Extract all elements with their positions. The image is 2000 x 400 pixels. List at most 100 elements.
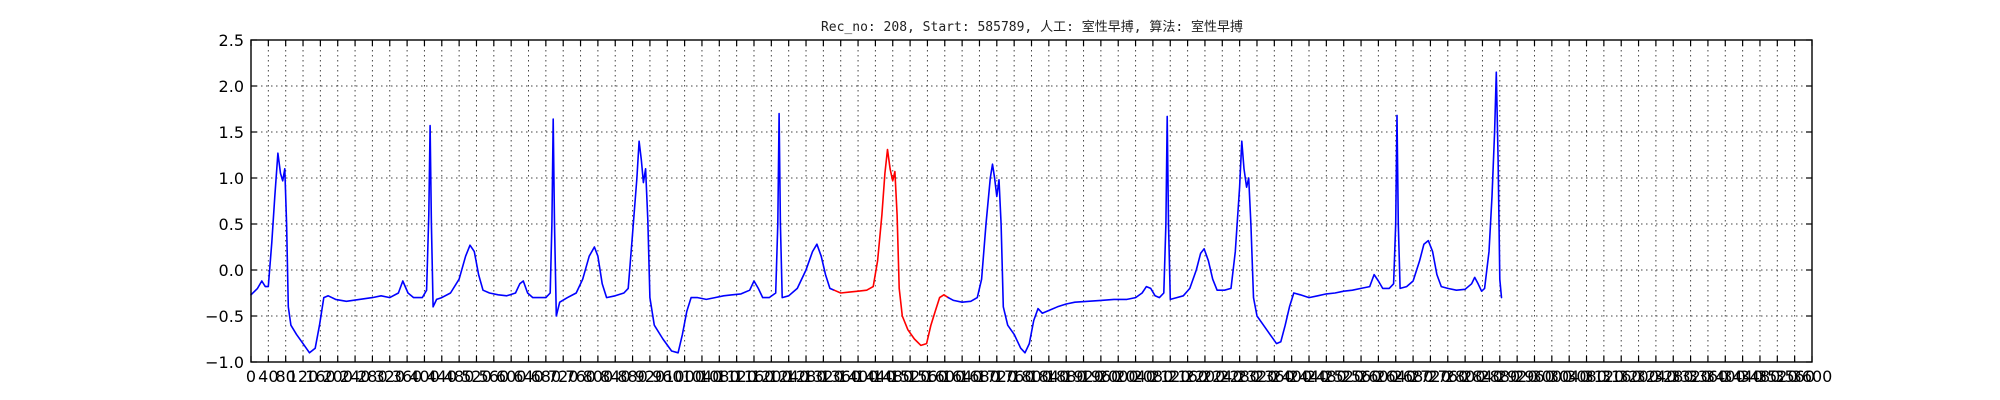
x-tick-label: 3160 (1601, 367, 1642, 386)
x-tick-label: 1760 (994, 367, 1035, 386)
x-tick-label: 680 (531, 367, 562, 386)
x-tick-label: 3600 (1792, 367, 1833, 386)
x-tick-label: 1320 (803, 367, 844, 386)
x-tick-label: 240 (340, 367, 371, 386)
x-tick-label: 2720 (1410, 367, 1451, 386)
x-tick-label: 1280 (786, 367, 827, 386)
x-tick-label: 280 (357, 367, 388, 386)
x-tick-label: 2400 (1271, 367, 1312, 386)
x-tick-label: 2120 (1150, 367, 1191, 386)
x-tick-label: 80 (276, 367, 296, 386)
grid-lines (251, 40, 1812, 362)
x-tick-label: 3000 (1531, 367, 1572, 386)
x-tick-label: 2440 (1289, 367, 1330, 386)
x-tick-label: 1200 (751, 367, 792, 386)
x-tick-label: 480 (444, 367, 475, 386)
x-tick-label: 1520 (890, 367, 931, 386)
x-tick-label: 3440 (1722, 367, 1763, 386)
x-tick-label: 120 (288, 367, 319, 386)
x-tick-label: 2240 (1202, 367, 1243, 386)
x-tick-label: 40 (258, 367, 278, 386)
x-tick-label: 2360 (1254, 367, 1295, 386)
x-tick-label: 2840 (1462, 367, 1503, 386)
x-tick-label: 3200 (1618, 367, 1659, 386)
x-tick-label: 640 (513, 367, 544, 386)
x-tick-label: 3240 (1636, 367, 1677, 386)
x-tick-label: 1640 (942, 367, 983, 386)
x-tick-label: 1680 (959, 367, 1000, 386)
x-tick-label: 200 (322, 367, 353, 386)
x-tick-label: 720 (548, 367, 579, 386)
ecg-trace-highlight (833, 148, 949, 347)
x-tick-label: 1120 (716, 367, 757, 386)
x-tick-label: 2480 (1306, 367, 1347, 386)
x-tick-label: 760 (565, 367, 596, 386)
x-tick-label: 2040 (1115, 367, 1156, 386)
x-tick-label: 2560 (1341, 367, 1382, 386)
x-tick-label: 2000 (1098, 367, 1139, 386)
x-tick-label: 2160 (1167, 367, 1208, 386)
x-tick-label: 960 (652, 367, 683, 386)
x-tick-label: 3120 (1584, 367, 1625, 386)
y-tick-label: −0.5 (205, 307, 244, 326)
x-tick-label: 1440 (855, 367, 896, 386)
x-tick-label: 2640 (1375, 367, 1416, 386)
x-tick-label: 1880 (1046, 367, 1087, 386)
x-tick-label: 3560 (1774, 367, 1815, 386)
x-tick-label: 2200 (1185, 367, 1226, 386)
x-tick-label: 3080 (1566, 367, 1607, 386)
x-tick-label: 2520 (1323, 367, 1364, 386)
x-tick-label: 600 (496, 367, 527, 386)
x-tick-label: 1400 (838, 367, 879, 386)
x-tick-label: 1960 (1081, 367, 1122, 386)
ecg-trace-segment (250, 112, 835, 354)
x-tick-label: 2880 (1479, 367, 1520, 386)
x-tick-label: 1160 (734, 367, 775, 386)
x-tick-label: 3400 (1705, 367, 1746, 386)
x-tick-label: 3360 (1688, 367, 1729, 386)
x-tick-label: 3040 (1549, 367, 1590, 386)
x-tick-label: 2080 (1133, 367, 1174, 386)
y-tick-label: 2.0 (219, 77, 244, 96)
x-tick-label: 1040 (682, 367, 723, 386)
axis-ticks (250, 39, 1813, 363)
x-tick-label: 880 (617, 367, 648, 386)
chart-title: Rec_no: 208, Start: 585789, 人工: 室性早搏, 算法… (821, 19, 1243, 35)
x-tick-label: 400 (409, 367, 440, 386)
x-tick-label: 3280 (1653, 367, 1694, 386)
ecg-traces (250, 71, 1503, 354)
x-tick-label: 920 (635, 367, 666, 386)
x-tick-label: 2600 (1358, 367, 1399, 386)
x-tick-label: 2920 (1497, 367, 1538, 386)
x-tick-label: 1080 (699, 367, 740, 386)
y-axis: −1.0 −0.5 0.0 0.5 1.0 1.5 2.0 2.5 (205, 31, 244, 372)
x-tick-label: 2680 (1393, 367, 1434, 386)
x-tick-label: 360 (392, 367, 423, 386)
x-tick-label: 1000 (664, 367, 705, 386)
x-axis: 0 408012016020024028032036040044048052056… (246, 367, 1832, 386)
y-tick-label: 0.5 (219, 215, 244, 234)
x-tick-label: 2800 (1445, 367, 1486, 386)
x-tick-label: 3320 (1670, 367, 1711, 386)
x-tick-label: 2280 (1219, 367, 1260, 386)
x-tick-label: 2960 (1514, 367, 1555, 386)
x-tick-label: 1720 (976, 367, 1017, 386)
x-tick-label: 0 (246, 367, 256, 386)
y-tick-label: 1.0 (219, 169, 244, 188)
y-tick-label: 2.5 (219, 31, 244, 50)
y-tick-label: 0.0 (219, 261, 244, 280)
ecg-trace-segment (947, 71, 1503, 354)
x-tick-label: 1480 (872, 367, 913, 386)
x-tick-label: 3520 (1757, 367, 1798, 386)
x-tick-label: 160 (305, 367, 336, 386)
x-tick-label: 1240 (768, 367, 809, 386)
x-tick-label: 1600 (924, 367, 965, 386)
x-tick-label: 2320 (1237, 367, 1278, 386)
y-tick-label: −1.0 (205, 353, 244, 372)
x-tick-label: 1360 (820, 367, 861, 386)
x-tick-label: 440 (427, 367, 458, 386)
x-tick-label: 1920 (1063, 367, 1104, 386)
x-tick-label: 840 (600, 367, 631, 386)
x-tick-label: 2760 (1427, 367, 1468, 386)
